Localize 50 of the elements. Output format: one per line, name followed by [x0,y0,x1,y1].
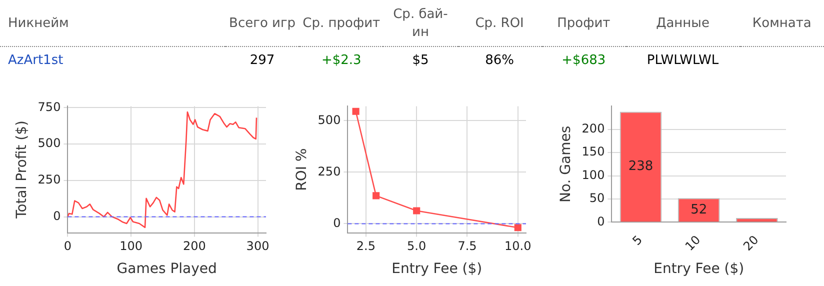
data-label: 52 [690,202,708,218]
x-tick-label: 10 [682,232,704,254]
x-tick-label: 5 [630,232,646,248]
category-label: Ср. бай-ин [383,0,458,46]
text: 86% [485,53,514,68]
x-tick-label: 0 [64,239,72,254]
text: AzArt1st [8,53,64,68]
y-axis-title: No. Games [558,126,574,203]
x-tick-label: 200 [182,239,206,254]
category-label: Никнейм [0,0,226,46]
category-label: Данные [626,0,740,46]
text: 297 [250,53,275,68]
x-axis-title: Games Played [116,261,217,278]
x-tick-label: 300 [246,239,270,254]
category-label: Профит [542,0,626,46]
y-tick-label: 50 [589,191,605,206]
y-tick-label: 150 [582,144,605,159]
y-tick-label: 750 [38,100,61,114]
x-tick-label: 7.5 [458,239,477,254]
x-axis-title: Entry Fee ($) [654,261,744,278]
x-tick-label: 5.0 [407,239,426,254]
x-tick-label: 20 [740,232,762,254]
y-tick-label: 250 [38,172,61,187]
y-tick-label: 500 [318,112,341,127]
category-label: Ср. профит [299,0,384,46]
x-tick-label: 100 [120,239,143,254]
x-tick-label: 10.0 [504,239,532,254]
text: +$2.3 [321,53,362,68]
y-axis-title: ROI % [294,148,310,191]
point [372,192,380,200]
category-label: Ср. ROI [458,0,542,46]
y-tick-label: 100 [582,168,605,182]
y-tick-label: 0 [333,216,341,230]
y-tick-label: 0 [53,208,61,223]
y-tick-label: 0 [597,214,605,228]
y-tick-label: 200 [582,122,605,136]
data-label: 238 [628,159,654,174]
point [514,224,522,232]
text: PLWLWLWL [646,53,719,68]
x-axis-title: Entry Fee ($) [392,261,482,278]
category-label: Комната [740,0,824,46]
y-tick-label: 250 [318,164,341,178]
y-axis-title: Total Profit ($) [14,120,30,220]
x-tick-label: 2.5 [356,239,376,254]
text: $5 [412,53,429,68]
category-label: Всего игр [225,0,300,46]
point [413,207,420,214]
point [352,108,360,115]
text: +$683 [562,53,606,68]
y-tick-label: 500 [38,136,61,150]
